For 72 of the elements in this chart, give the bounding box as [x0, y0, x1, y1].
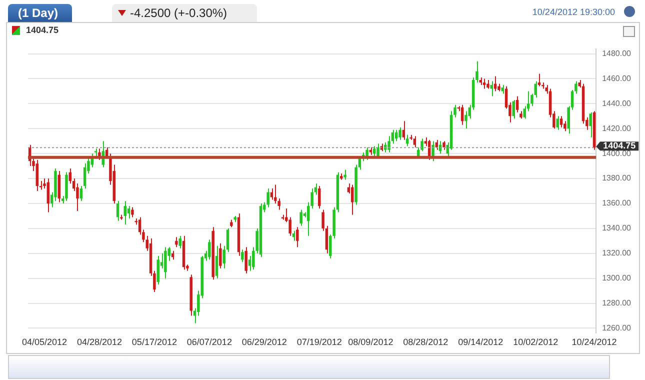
candlestick: [58, 170, 61, 203]
candlestick: [208, 239, 211, 260]
y-tick-label: 1280.00: [602, 298, 632, 308]
candlestick: [516, 96, 519, 113]
candlestick: [178, 235, 182, 249]
y-tick-label: 1400.00: [602, 148, 632, 158]
candlestick: [413, 136, 416, 148]
y-tick-label: 1340.00: [602, 224, 632, 233]
candlestick: [127, 205, 130, 219]
candlestick: [420, 138, 424, 152]
candlestick: [248, 255, 252, 272]
candlestick: [296, 226, 299, 248]
x-tick-label: 04/28/2012: [76, 337, 122, 348]
candlestick: [398, 126, 402, 140]
x-tick-label: 10/24/2012: [572, 337, 617, 348]
candlestick: [131, 206, 134, 218]
chart-title: (1 Day): [8, 4, 72, 22]
candlestick: [560, 116, 563, 128]
x-tick-label: 06/29/2012: [242, 337, 287, 348]
candlestick: [124, 200, 126, 226]
y-tick-label: 1320.00: [602, 248, 632, 258]
candlestick: [36, 159, 39, 192]
candlestick: [266, 188, 270, 208]
candlestick: [46, 178, 50, 213]
x-tick-label: 08/28/2012: [403, 337, 448, 348]
candlestick: [219, 242, 222, 269]
y-tick-label: 1480.00: [602, 48, 632, 58]
candlestick: [164, 246, 167, 279]
candlestick: [482, 78, 486, 90]
candlestick: [215, 245, 218, 279]
candlestick: [523, 106, 526, 120]
text: 1404.75: [26, 25, 59, 35]
candlestick: [538, 73, 541, 87]
x-tick-label: 08/09/2012: [348, 337, 394, 348]
candlestick: [138, 216, 142, 236]
y-tick-label: 1300.00: [602, 274, 632, 283]
x-tick-label: 10/02/2012: [513, 337, 558, 348]
ref-line-label: 1404.75: [603, 140, 636, 151]
y-tick-label: 1460.00: [602, 74, 632, 83]
x-tick-label: 09/14/2012: [458, 337, 504, 348]
candlestick: [512, 99, 515, 120]
candlestick: [344, 169, 346, 180]
y-tick-label: 1260.00: [602, 323, 632, 332]
candlestick: [372, 146, 376, 157]
candlestick: [244, 246, 248, 274]
candlestick: [274, 184, 277, 204]
candlestick: [402, 120, 406, 140]
x-tick-label: 05/17/2012: [132, 337, 177, 348]
candlestick: [464, 110, 468, 130]
y-tick-label: 1440.00: [602, 98, 632, 108]
candlestick: [270, 188, 274, 200]
candlestick: [494, 76, 497, 92]
y-tick-label: 1380.00: [602, 174, 632, 183]
candlestick: [175, 236, 178, 248]
x-tick-label: 06/07/2012: [186, 337, 232, 348]
candlestick: [83, 163, 86, 190]
x-tick-label: 07/19/2012: [296, 337, 342, 348]
candlestick: [300, 209, 302, 226]
candlestick: [589, 112, 592, 138]
candlestick: [241, 249, 244, 263]
text: 10/24/2012 19:30:00: [532, 7, 615, 17]
candlestick: [80, 186, 83, 202]
x-tick-label: 04/05/2012: [22, 337, 68, 348]
candlestick: [406, 134, 409, 147]
y-tick-label: 1420.00: [602, 124, 632, 133]
candlestick: [156, 255, 160, 286]
candlestick: [65, 172, 68, 202]
candlestick: [556, 116, 559, 130]
candlestick: [318, 186, 321, 209]
chart-subtitle: -4.2500 (+-0.30%): [130, 6, 228, 20]
candlestick: [388, 136, 390, 153]
y-tick-label: 1360.00: [602, 198, 632, 208]
